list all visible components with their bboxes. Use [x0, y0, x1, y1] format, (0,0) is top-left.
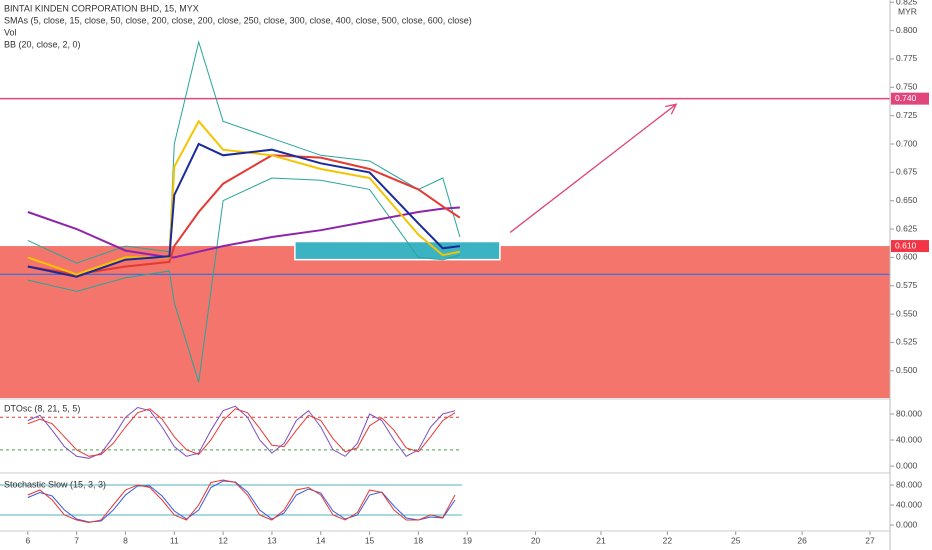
price-label: 0.610 [895, 240, 917, 250]
indicator-line [27, 154, 461, 276]
pane-title: Stochastic Slow (15, 3, 3) [4, 479, 106, 489]
indicator-line [27, 177, 461, 383]
x-tick-label: 8 [123, 535, 128, 545]
y-tick-label: 0.725 [896, 110, 918, 120]
indicator-line [27, 119, 461, 276]
indicator-line [27, 408, 456, 457]
target-arrow [509, 103, 677, 233]
resistance-zone [0, 246, 890, 398]
x-tick-label: 19 [462, 535, 472, 545]
currency-label: MYR [898, 6, 917, 16]
x-tick-label: 7 [74, 535, 79, 545]
y-tick-label: 0.625 [896, 223, 918, 233]
y-tick-label: 0.550 [896, 308, 918, 318]
price-label-bg [891, 92, 929, 105]
x-tick-label: 15 [365, 535, 375, 545]
y-tick-label: 0.525 [896, 337, 918, 347]
y-tick-label: 0.775 [896, 53, 918, 63]
indicator-line [27, 479, 456, 524]
price-label-bg [891, 240, 929, 253]
x-tick-label: 11 [170, 535, 179, 545]
price-label: 0.740 [895, 93, 917, 103]
indicator-line [27, 142, 461, 278]
y-tick-label: 0.675 [896, 167, 918, 177]
x-tick-label: 14 [316, 535, 326, 545]
y-tick-label: 40.000 [896, 499, 922, 509]
x-tick-label: 18 [414, 535, 424, 545]
pane-title: BINTAI KINDEN CORPORATION BHD, 15, MYX [4, 3, 199, 13]
demand-box [294, 240, 501, 261]
y-tick-label: 0.750 [896, 82, 918, 92]
indicator-line [27, 405, 456, 459]
x-tick-label: 21 [596, 535, 606, 545]
x-tick-label: 6 [25, 535, 30, 545]
indicator-line [27, 480, 456, 523]
x-tick-label: 12 [218, 535, 228, 545]
y-tick-label: 0.800 [896, 25, 918, 35]
x-tick-label: 22 [663, 535, 673, 545]
x-tick-label: 13 [267, 535, 277, 545]
y-tick-label: 40.000 [896, 434, 922, 444]
y-tick-label: 0.650 [896, 195, 918, 205]
x-tick-label: 27 [865, 535, 875, 545]
arrow-head [665, 103, 678, 115]
y-tick-label: 0.700 [896, 138, 918, 148]
x-tick-label: 20 [531, 535, 541, 545]
indicator-legend: BB (20, close, 2, 0) [4, 39, 81, 49]
y-tick-label: 0.500 [896, 365, 918, 375]
x-tick-label: 25 [731, 535, 741, 545]
y-tick-label: 80.000 [896, 479, 922, 489]
y-tick-label: 0.000 [896, 519, 918, 529]
indicator-legend: SMAs (5, close, 15, close, 50, close, 20… [4, 15, 472, 25]
y-tick-label: 80.000 [896, 408, 922, 418]
y-tick-label: 0.825 [896, 0, 918, 7]
indicator-legend: Vol [4, 27, 17, 37]
x-tick-label: 26 [797, 535, 807, 545]
y-tick-label: 0.000 [896, 460, 918, 470]
y-tick-label: 0.600 [896, 252, 918, 262]
indicator-line [27, 206, 460, 259]
y-tick-label: 0.575 [896, 280, 918, 290]
pane-title: DTOsc (8, 21, 5, 5) [4, 403, 80, 413]
